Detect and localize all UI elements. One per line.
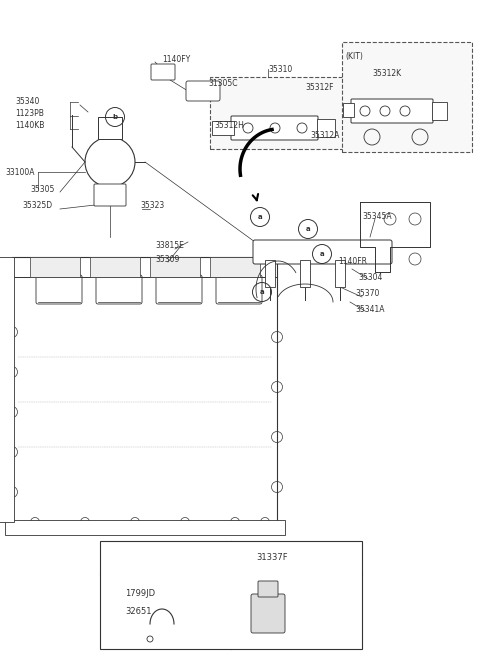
Text: 35312F: 35312F <box>305 83 334 91</box>
FancyBboxPatch shape <box>210 257 260 277</box>
Text: 35304: 35304 <box>358 273 383 281</box>
FancyBboxPatch shape <box>5 520 285 535</box>
FancyBboxPatch shape <box>253 240 392 264</box>
Text: a: a <box>306 226 310 232</box>
Text: a: a <box>260 289 264 295</box>
Text: 35305: 35305 <box>30 185 54 194</box>
FancyBboxPatch shape <box>251 594 285 633</box>
FancyBboxPatch shape <box>0 257 14 522</box>
FancyBboxPatch shape <box>156 275 202 304</box>
FancyBboxPatch shape <box>98 117 122 139</box>
Text: (KIT): (KIT) <box>345 53 363 62</box>
FancyBboxPatch shape <box>212 121 234 135</box>
Text: 31337F: 31337F <box>256 553 288 562</box>
Text: 35310: 35310 <box>268 64 292 74</box>
Text: 33100A: 33100A <box>5 168 35 177</box>
Text: 1123PB: 1123PB <box>15 110 44 118</box>
Text: 32651: 32651 <box>125 606 152 616</box>
FancyBboxPatch shape <box>231 116 318 140</box>
Text: a: a <box>116 554 120 560</box>
Text: a: a <box>258 214 262 220</box>
FancyBboxPatch shape <box>96 275 142 304</box>
FancyBboxPatch shape <box>317 119 335 137</box>
FancyBboxPatch shape <box>210 77 355 149</box>
FancyBboxPatch shape <box>36 275 82 304</box>
Text: 35341A: 35341A <box>355 304 384 313</box>
FancyBboxPatch shape <box>432 102 447 120</box>
FancyBboxPatch shape <box>265 260 275 287</box>
Text: 35325D: 35325D <box>22 200 52 210</box>
Text: 35312A: 35312A <box>310 131 339 139</box>
Text: 35345A: 35345A <box>362 212 392 221</box>
FancyBboxPatch shape <box>300 260 310 287</box>
Text: 35323: 35323 <box>140 200 164 210</box>
Text: b: b <box>112 114 118 120</box>
FancyBboxPatch shape <box>343 103 354 117</box>
FancyBboxPatch shape <box>186 81 220 101</box>
FancyBboxPatch shape <box>351 99 433 123</box>
FancyBboxPatch shape <box>12 257 277 522</box>
FancyBboxPatch shape <box>94 184 126 206</box>
FancyBboxPatch shape <box>151 64 175 80</box>
Text: 1140FY: 1140FY <box>162 55 190 64</box>
Text: 33815E: 33815E <box>155 240 184 250</box>
Text: 35370: 35370 <box>355 290 379 298</box>
FancyBboxPatch shape <box>335 260 345 287</box>
Text: 1799JD: 1799JD <box>125 589 155 599</box>
Text: a: a <box>320 251 324 257</box>
Text: 35309: 35309 <box>155 254 180 263</box>
Text: 1140FR: 1140FR <box>338 258 367 267</box>
FancyBboxPatch shape <box>342 42 472 152</box>
FancyBboxPatch shape <box>216 275 262 304</box>
FancyBboxPatch shape <box>150 257 200 277</box>
Text: 35312H: 35312H <box>214 120 244 129</box>
Text: 31305C: 31305C <box>208 79 238 89</box>
Text: 35312K: 35312K <box>372 70 401 78</box>
FancyBboxPatch shape <box>258 581 278 597</box>
FancyBboxPatch shape <box>90 257 140 277</box>
FancyBboxPatch shape <box>30 257 80 277</box>
Text: 35340: 35340 <box>15 97 39 106</box>
Bar <box>100 541 362 649</box>
Text: 1140KB: 1140KB <box>15 122 44 131</box>
Text: b: b <box>240 554 246 560</box>
